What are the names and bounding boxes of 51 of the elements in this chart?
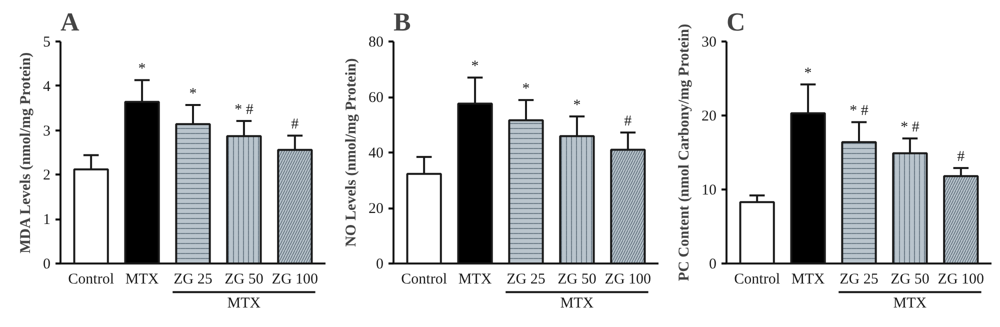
y-tick-label: 40 bbox=[368, 146, 384, 162]
x-tick-label: ZG 50 bbox=[224, 272, 264, 288]
x-tick-label: ZG 50 bbox=[558, 272, 596, 288]
annotation: # bbox=[957, 149, 966, 166]
y-tick-label: 30 bbox=[702, 34, 716, 50]
x-tick-label: ZG 25 bbox=[840, 272, 878, 288]
y-tick-label: 2 bbox=[43, 168, 50, 184]
annotation: * bbox=[522, 81, 530, 98]
x-tick-label: ZG 50 bbox=[890, 272, 930, 288]
chart-title: C bbox=[726, 8, 746, 36]
text: MTX bbox=[560, 295, 594, 312]
y-tick-label: 60 bbox=[368, 90, 384, 106]
annotation: # bbox=[624, 114, 632, 130]
y-tick-label: 0 bbox=[43, 256, 50, 272]
x-tick-label: MTX bbox=[458, 272, 492, 288]
y-tick-label: 80 bbox=[368, 34, 384, 50]
y-axis-title: PC Content (nmol Carbony/mg Protein) bbox=[676, 24, 692, 282]
x-tick-label: Control bbox=[68, 272, 114, 288]
y-tick-label: 1 bbox=[43, 212, 50, 228]
chart-title: A bbox=[60, 8, 80, 36]
y-tick-label: 5 bbox=[43, 34, 50, 50]
annotation: * # bbox=[850, 103, 869, 120]
x-tick-label: Control bbox=[734, 272, 780, 288]
annotation: # bbox=[291, 116, 300, 133]
annotation: * # bbox=[900, 119, 920, 136]
annotation: * bbox=[189, 86, 197, 102]
annotation: * # bbox=[234, 102, 254, 118]
y-tick-label: 4 bbox=[43, 78, 51, 95]
y-tick-label: 3 bbox=[43, 123, 50, 140]
y-axis-title: MDA Levels (nmol/mg Protein) bbox=[18, 52, 34, 254]
annotation: * bbox=[471, 58, 479, 75]
text: MTX bbox=[893, 295, 927, 312]
x-tick-label: Control bbox=[401, 272, 448, 288]
y-axis-title: NO Levels (nmol/mg Protein) bbox=[344, 58, 360, 247]
x-tick-label: ZG 25 bbox=[506, 272, 546, 288]
y-tick-label: 10 bbox=[702, 182, 716, 198]
annotation: * bbox=[138, 61, 146, 78]
chart-title: B bbox=[394, 8, 411, 36]
y-tick-label: 0 bbox=[376, 256, 384, 272]
y-tick-label: 20 bbox=[702, 108, 716, 124]
y-tick-label: 20 bbox=[368, 201, 384, 217]
x-tick-label: ZG 100 bbox=[938, 272, 984, 288]
x-tick-label: MTX bbox=[791, 272, 825, 288]
x-tick-label: ZG 100 bbox=[272, 272, 318, 288]
annotation: * bbox=[804, 65, 812, 82]
text: MTX bbox=[227, 295, 261, 312]
x-tick-label: ZG 100 bbox=[604, 272, 652, 288]
x-tick-label: ZG 25 bbox=[174, 272, 212, 288]
y-tick-label: 0 bbox=[709, 256, 716, 272]
annotation: * bbox=[573, 97, 581, 114]
x-tick-label: MTX bbox=[125, 272, 159, 288]
